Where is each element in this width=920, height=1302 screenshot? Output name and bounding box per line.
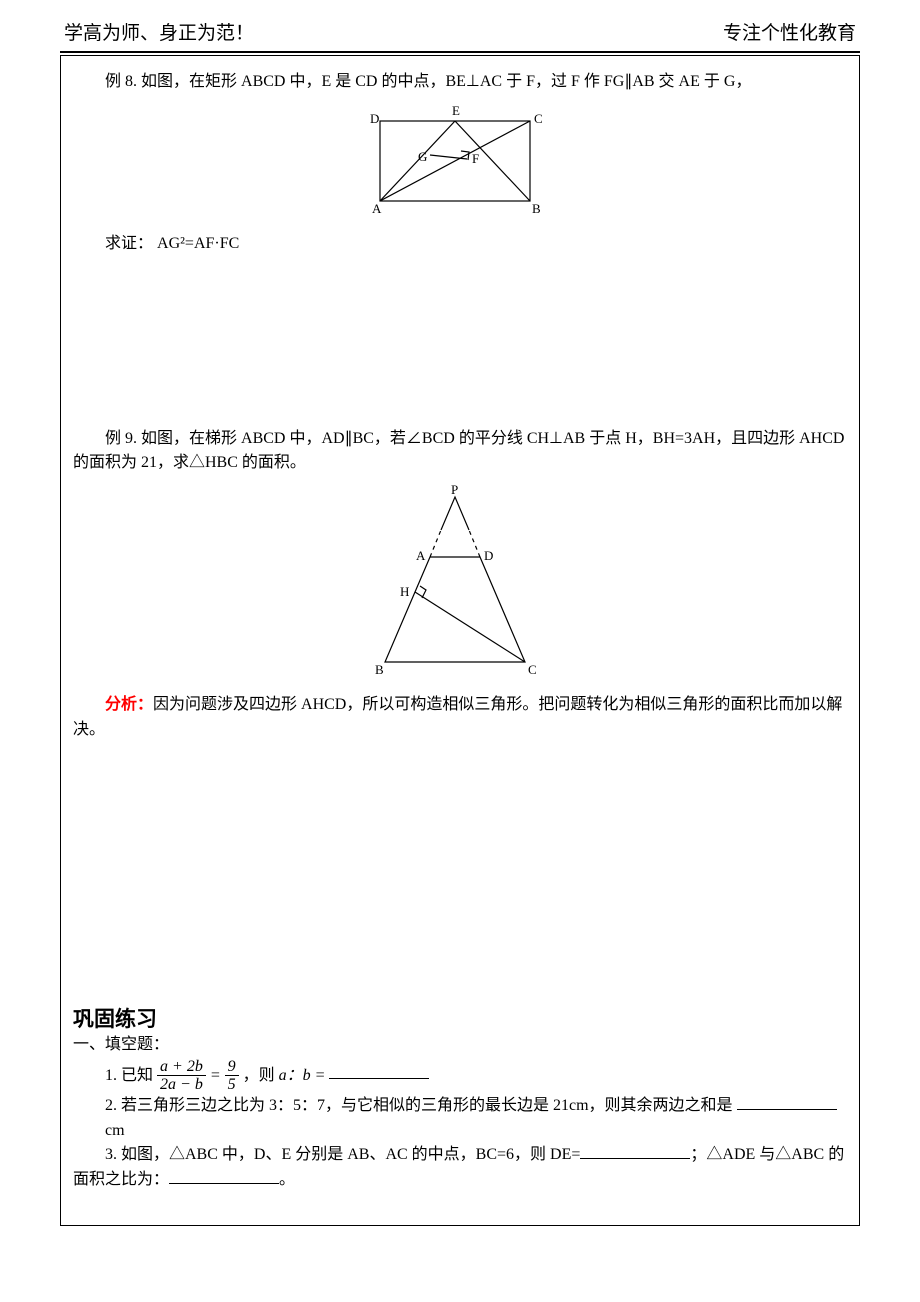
fig8-label-B: B: [532, 201, 541, 216]
q2-unit: cm: [105, 1122, 125, 1139]
q1-frac2: 9 5: [225, 1058, 239, 1094]
q1-frac2-num: 9: [225, 1058, 239, 1077]
example8-text: 如图，在矩形 ABCD 中，E 是 CD 的中点，BE⊥AC 于 F，过 F 作…: [141, 73, 751, 90]
fig8-label-F: F: [472, 151, 479, 166]
fig9-label-P: P: [451, 482, 458, 497]
q1-blank: [329, 1063, 429, 1079]
page-header: 学高为师、身正为范！ 专注个性化教育: [60, 18, 860, 45]
content-frame: 例 8. 如图，在矩形 ABCD 中，E 是 CD 的中点，BE⊥AC 于 F，…: [60, 56, 860, 1226]
q2-text: 若三角形三边之比为 3：5：7，与它相似的三角形的最长边是 21cm，则其余两边…: [121, 1097, 733, 1114]
q3-period: 。: [279, 1171, 295, 1188]
q1-num: 1.: [105, 1066, 117, 1083]
example8-prove-expr: AG²=AF·FC: [157, 235, 239, 252]
example8-workspace: [73, 257, 847, 427]
q2-blank: [737, 1094, 837, 1110]
q3-num: 3.: [105, 1146, 117, 1163]
fig8-label-G: G: [418, 149, 427, 164]
example8-figure: A B C D E F G: [73, 101, 847, 226]
practice-q1: 1. 已知 a + 2b 2a − b = 9 5 ，则 a：b =: [73, 1058, 847, 1094]
header-left: 学高为师、身正为范！: [64, 18, 254, 45]
practice-q3: 3. 如图，△ABC 中，D、E 分别是 AB、AC 的中点，BC=6，则 DE…: [73, 1143, 847, 1193]
q1-frac1: a + 2b 2a − b: [157, 1058, 206, 1094]
q3-text-a: 如图，△ABC 中，D、E 分别是 AB、AC 的中点，BC=6，则 DE=: [121, 1146, 580, 1163]
example9-figure: P A D H B C: [73, 482, 847, 687]
q3-blank2: [169, 1168, 279, 1184]
example8-prove-label: 求证：: [105, 235, 153, 252]
fig9-label-C: C: [528, 662, 537, 677]
example9-analysis: 分析：因为问题涉及四边形 AHCD，所以可构造相似三角形。把问题转化为相似三角形…: [73, 693, 847, 743]
q1-eq: =: [210, 1066, 221, 1083]
header-right: 专注个性化教育: [723, 18, 856, 45]
practice-title: 巩固练习: [73, 1003, 847, 1033]
example9-label: 例 9.: [105, 430, 137, 447]
q2-num: 2.: [105, 1097, 117, 1114]
fig8-label-E: E: [452, 103, 460, 118]
example9-workspace: [73, 743, 847, 993]
fig9-label-H: H: [400, 584, 409, 599]
example8-statement: 例 8. 如图，在矩形 ABCD 中，E 是 CD 的中点，BE⊥AC 于 F，…: [73, 70, 847, 95]
q1-mid: ，则: [243, 1066, 275, 1083]
header-rule-thick: [60, 51, 860, 53]
q1-frac1-num: a + 2b: [157, 1058, 206, 1077]
example9-text: 如图，在梯形 ABCD 中，AD∥BC，若∠BCD 的平分线 CH⊥AB 于点 …: [73, 430, 844, 472]
fig8-label-D: D: [370, 111, 379, 126]
fig8-label-C: C: [534, 111, 543, 126]
q1-frac2-den: 5: [225, 1076, 239, 1094]
fig9-label-D: D: [484, 548, 493, 563]
q3-blank1: [580, 1143, 690, 1159]
example8-prove: 求证： AG²=AF·FC: [73, 232, 847, 257]
practice-section1-title: 一、填空题：: [73, 1033, 847, 1058]
example9-statement: 例 9. 如图，在梯形 ABCD 中，AD∥BC，若∠BCD 的平分线 CH⊥A…: [73, 427, 847, 477]
example9-analysis-text: 因为问题涉及四边形 AHCD，所以可构造相似三角形。把问题转化为相似三角形的面积…: [73, 696, 842, 738]
q1-pre: 已知: [121, 1066, 153, 1083]
fig9-label-A: A: [416, 548, 426, 563]
fig8-label-A: A: [372, 201, 382, 216]
q1-ratio: a：b =: [279, 1066, 326, 1083]
q1-frac1-den: 2a − b: [157, 1076, 206, 1094]
practice-q2: 2. 若三角形三边之比为 3：5：7，与它相似的三角形的最长边是 21cm，则其…: [73, 1094, 847, 1144]
example9-analysis-label: 分析：: [105, 696, 153, 713]
example8-label: 例 8.: [105, 73, 137, 90]
fig9-label-B: B: [375, 662, 384, 677]
